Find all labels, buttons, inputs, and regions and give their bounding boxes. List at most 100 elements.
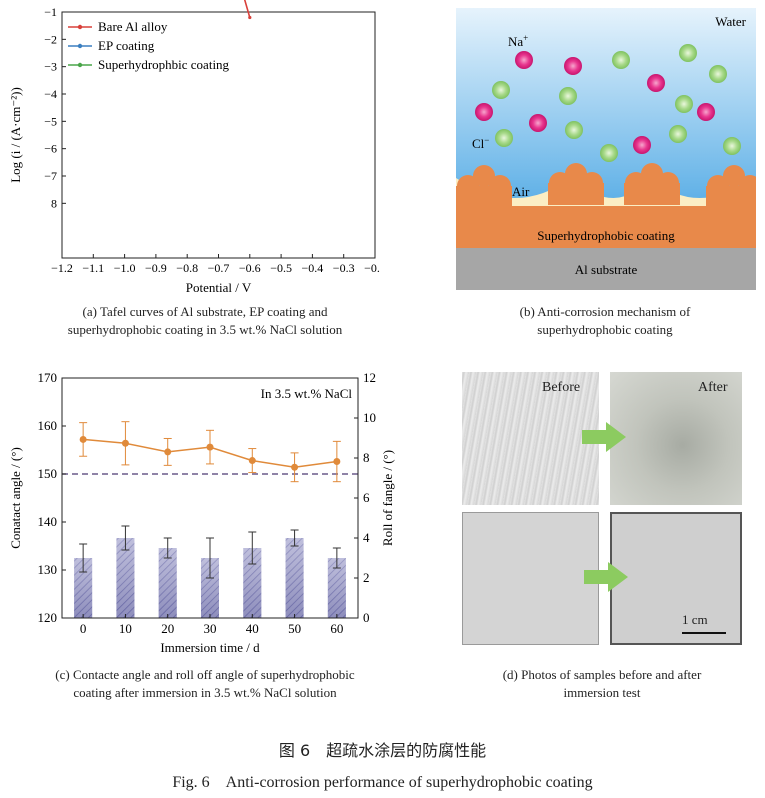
- tafel-y-tick-label: −6: [44, 142, 57, 156]
- left-axis-tick-label: 160: [38, 418, 58, 433]
- x-axis-tick-label: 20: [161, 621, 174, 636]
- right-axis-tick-label: 2: [363, 570, 370, 585]
- tafel-y-tick-label: −3: [44, 60, 57, 74]
- coating-layer: [456, 206, 756, 248]
- roll-off-bar-hatch: [116, 538, 135, 618]
- x-axis-tick-label: 30: [204, 621, 217, 636]
- right-axis-tick-label: 10: [363, 410, 376, 425]
- right-axis-tick-label: 0: [363, 610, 370, 625]
- x-axis-tick-label: 0: [80, 621, 87, 636]
- mechanism-caption: (b) Anti-corrosion mechanism of superhyd…: [519, 304, 691, 337]
- na-ions: [475, 51, 715, 154]
- left-axis-tick-label: 140: [38, 514, 58, 529]
- nacl-annotation: In 3.5 wt.% NaCl: [261, 386, 353, 401]
- contact-angle-point: [121, 439, 129, 447]
- tafel-y-tick-label: −2: [44, 32, 57, 46]
- left-axis-tick-label: 120: [38, 610, 58, 625]
- left-axis-tick-label: 150: [38, 466, 58, 481]
- substrate-layer: [456, 248, 756, 290]
- figure-title-cn: 图 6 超疏水涂层的防腐性能: [278, 741, 487, 760]
- tafel-legend-label-2: Superhydrophbic coating: [98, 57, 230, 72]
- tafel-y-axis-label: Log (i / (A·cm⁻²)): [8, 87, 23, 183]
- roll-off-bar-hatch: [285, 538, 304, 618]
- air-pocket-curve: [456, 178, 756, 208]
- tafel-x-tick-label: −0.6: [239, 261, 261, 275]
- tafel-x-tick-label: −0.5: [270, 261, 292, 275]
- arrow-top-icon: [582, 422, 626, 452]
- roll-off-bar-hatch: [74, 558, 93, 618]
- tafel-x-tick-label: −0.4: [302, 261, 324, 275]
- tafel-y-tick-label: 8: [51, 196, 57, 210]
- right-axis-tick-label: 8: [363, 450, 370, 465]
- tafel-x-tick-label: −1.0: [114, 261, 136, 275]
- tafel-x-tick-label: −0.3: [333, 261, 355, 275]
- coating-bumps: [456, 163, 761, 206]
- right-axis-tick-label: 6: [363, 490, 370, 505]
- contact-angle-left-axis-label: Conatact angle / (°): [8, 447, 23, 549]
- arrow-bottom-icon: [584, 562, 628, 592]
- contact-angle-caption: (c) Contacte angle and roll off angle of…: [55, 667, 355, 700]
- x-axis-tick-label: 50: [288, 621, 301, 636]
- tafel-y-tick-label: −4: [44, 87, 57, 101]
- tafel-series-line-0: [243, 0, 251, 18]
- contact-angle-point: [291, 463, 299, 471]
- right-axis-tick-label: 4: [363, 530, 370, 545]
- photo-before-top: Before: [462, 372, 599, 505]
- left-axis-tick-label: 130: [38, 562, 58, 577]
- scale-bar-label: 1 cm: [682, 612, 708, 627]
- contact-angle-point: [206, 443, 214, 451]
- before-label: Before: [542, 380, 581, 395]
- right-axis-tick-label: 12: [363, 370, 376, 385]
- cl-ions: [492, 44, 741, 162]
- photos-caption: (d) Photos of samples before and after i…: [502, 667, 702, 700]
- contact-angle-x-axis-label: Immersion time / d: [160, 640, 260, 655]
- roll-off-bar-hatch: [158, 548, 177, 618]
- tafel-y-tick-label: −7: [44, 169, 57, 183]
- contact-angle-right-axis-label: Roll of fangle / (°): [380, 450, 395, 546]
- photo-before-bottom: [462, 512, 599, 645]
- roll-off-bar-hatch: [327, 558, 346, 618]
- tafel-legend-marker-2: [77, 62, 83, 68]
- mechanism-diagram: Water Na+ Cl− Air Superhydrophobic coati…: [456, 8, 761, 290]
- tafel-legend-marker-1: [77, 43, 83, 49]
- photo-after-top: After: [610, 372, 742, 505]
- contact-angle-chart-panel: 120 130 140 150 160 170 0 2 4 6 8 10 12 0 10 20 30 40 50 60…: [0, 366, 400, 666]
- after-label: After: [698, 380, 728, 395]
- tafel-x-axis-label: Potential / V: [186, 280, 252, 295]
- cl-ion-label: Cl−: [472, 135, 489, 151]
- x-axis-tick-label: 10: [119, 621, 132, 636]
- tafel-y-tick-label: −1: [44, 5, 57, 19]
- left-axis-tick-label: 170: [38, 370, 58, 385]
- x-axis-tick-label: 40: [246, 621, 259, 636]
- substrate-label: Al substrate: [575, 262, 638, 277]
- contact-angle-point: [79, 435, 87, 443]
- tafel-x-tick-label: −0.9: [145, 261, 167, 275]
- x-axis-tick-label: 60: [330, 621, 343, 636]
- sample-photos-panel: Before After 1 cm: [462, 372, 742, 647]
- tafel-x-tick-label: −0.7: [208, 261, 230, 275]
- contact-angle-point: [164, 448, 172, 456]
- figure-title-en: Fig. 6 Anti-corrosion performance of sup…: [172, 774, 593, 791]
- tafel-chart: −1.2 −1.1 −1.0 −0.9 −0.8 −0.7 −0.6 −0.5 −0.4 −0.3…: [8, 0, 386, 295]
- tafel-x-tick-label: −1.1: [82, 261, 104, 275]
- photo-after-bottom: 1 cm: [610, 512, 742, 645]
- air-label: Air: [512, 184, 530, 199]
- tafel-x-tick-label: −1.2: [51, 261, 73, 275]
- tafel-y-tick-label: −5: [44, 114, 57, 128]
- tafel-x-tick-label: −0.2: [364, 261, 380, 275]
- tafel-legend-label-0: Bare Al alloy: [98, 19, 168, 34]
- na-ion-label: Na+: [508, 33, 528, 49]
- coating-label: Superhydrophobic coating: [537, 228, 675, 243]
- roll-off-bar-hatch: [201, 558, 219, 618]
- tafel-legend-label-1: EP coating: [98, 38, 155, 53]
- tafel-caption: (a) Tafel curves of Al substrate, EP coa…: [67, 304, 343, 337]
- tafel-point: [248, 15, 252, 20]
- contact-angle-point: [333, 458, 341, 466]
- tafel-legend-marker-0: [77, 24, 83, 30]
- roll-off-bar-hatch: [243, 548, 262, 618]
- tafel-x-tick-label: −0.8: [176, 261, 198, 275]
- contact-angle-point: [248, 457, 256, 465]
- tafel-chart-panel: −1.2 −1.1 −1.0 −0.9 −0.8 −0.7 −0.6 −0.5 −0.4 −0.3…: [0, 0, 386, 300]
- mechanism-diagram-panel: Water Na+ Cl− Air Superhydrophobic coati…: [456, 8, 761, 290]
